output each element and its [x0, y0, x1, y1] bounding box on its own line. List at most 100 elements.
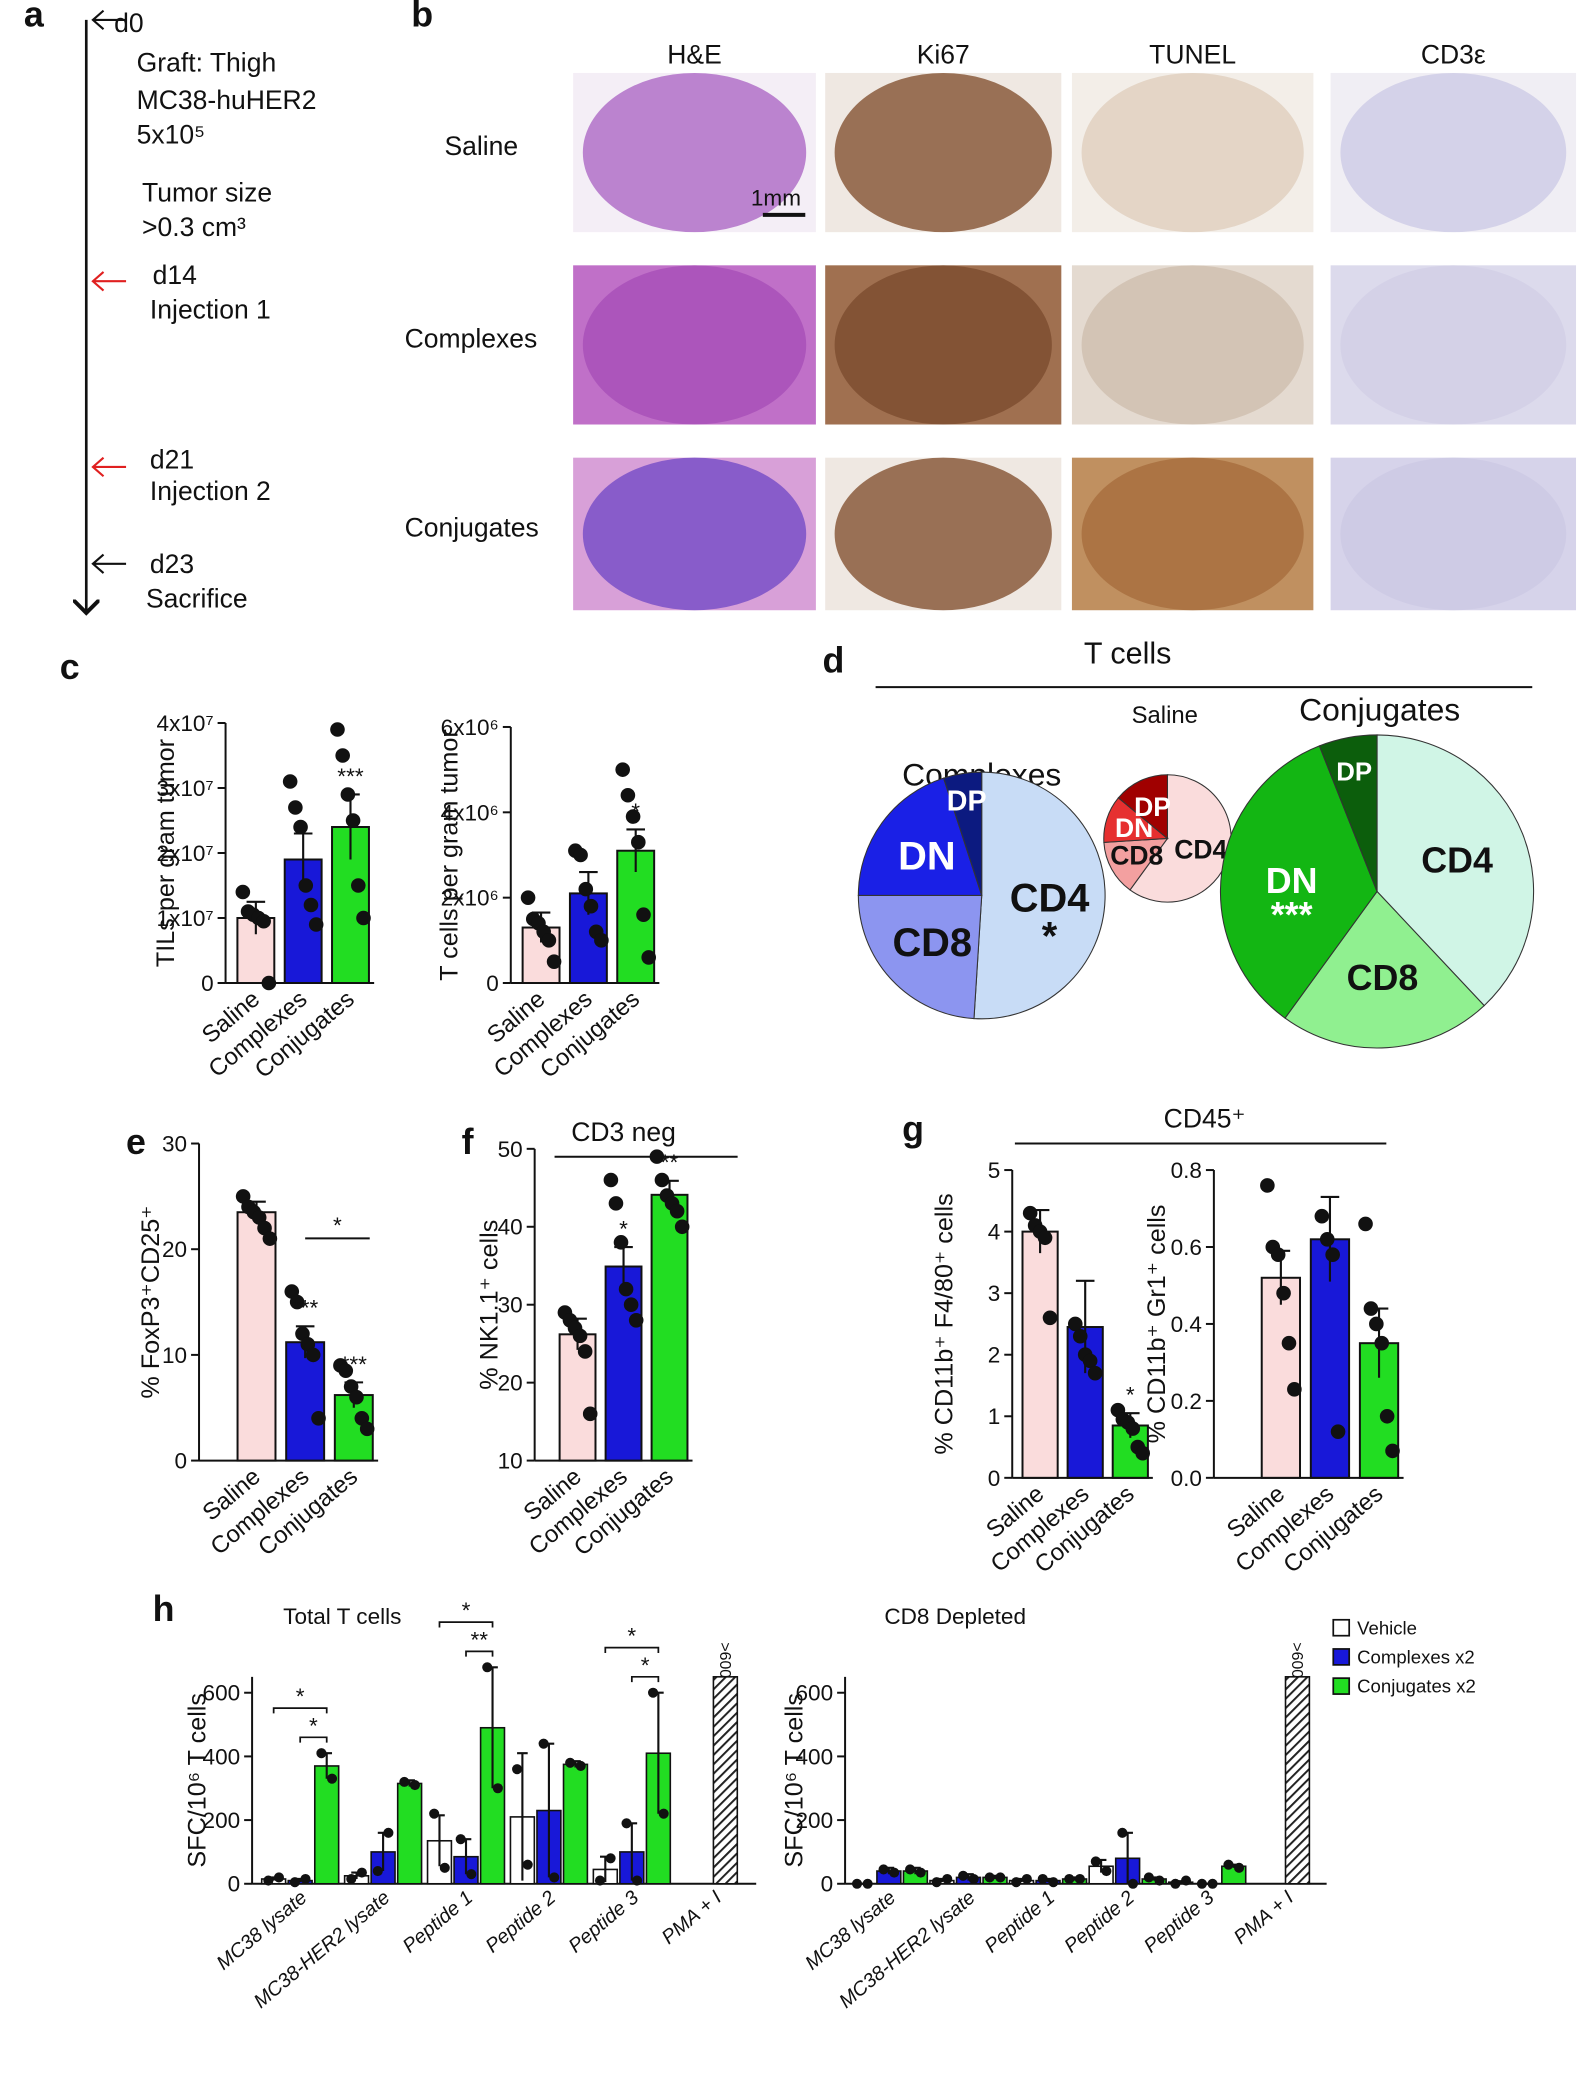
- data-point: [429, 1808, 440, 1819]
- histology-tissue: [834, 265, 1052, 425]
- pie-slice: [857, 894, 983, 1020]
- timeline-text: Injection 1: [150, 294, 271, 324]
- y-axis-label: SFC/10⁶ T cells: [184, 1693, 212, 1868]
- significance: *: [1126, 1383, 1135, 1408]
- bar: [1021, 1230, 1059, 1479]
- significance: *: [462, 1598, 471, 1623]
- data-point: [618, 1281, 634, 1297]
- data-point: [263, 1875, 274, 1886]
- data-point: [605, 1853, 616, 1864]
- data-point: [1072, 1328, 1088, 1344]
- data-point: [968, 1873, 979, 1885]
- data-point: [273, 1872, 285, 1883]
- pie-label: DN: [1266, 861, 1318, 901]
- data-point: [289, 1877, 300, 1888]
- pie-label: CD4: [1174, 835, 1227, 865]
- data-point: [608, 1196, 624, 1211]
- data-point: [520, 890, 536, 905]
- column-header: CD3ε: [1421, 40, 1486, 70]
- data-point: [350, 878, 366, 893]
- data-point: [658, 1808, 669, 1819]
- pie-slice: [1117, 774, 1168, 840]
- data-point: [549, 1872, 560, 1883]
- data-point: [1385, 1443, 1400, 1459]
- data-point: [1260, 1178, 1275, 1193]
- pie-slice: [942, 771, 983, 896]
- bar: [604, 1265, 643, 1462]
- significance: ***: [292, 1296, 319, 1321]
- data-point: [1358, 1216, 1373, 1232]
- data-point: [383, 1827, 394, 1838]
- significance: *: [619, 1216, 628, 1241]
- timeline-arrow: [91, 456, 127, 478]
- data-point: [1325, 1247, 1340, 1262]
- timeline-text: Sacrifice: [146, 584, 248, 614]
- timeline-text: d14: [153, 260, 197, 290]
- data-point: [316, 1748, 327, 1759]
- pie-title: Conjugates: [1299, 691, 1460, 727]
- y-tick-label: 4: [988, 1220, 1001, 1245]
- column-header: Ki67: [917, 40, 970, 70]
- data-point: [311, 1411, 326, 1426]
- significance: ***: [337, 764, 364, 789]
- data-point: [572, 1328, 588, 1344]
- data-point: [889, 1867, 900, 1878]
- panel-label: b: [411, 0, 433, 35]
- data-point: [1379, 1408, 1395, 1424]
- x-tick-label: Peptide 1: [981, 1887, 1059, 1958]
- error-bar: [517, 1752, 528, 1881]
- y-axis-label: % CD11b⁺ F4/80⁺ cells: [931, 1193, 959, 1454]
- y-tick-label: 0.4: [1171, 1312, 1202, 1337]
- data-point: [356, 1867, 367, 1878]
- y-tick-label: 2: [988, 1343, 1001, 1368]
- data-point: [1143, 1872, 1154, 1883]
- data-point: [905, 1864, 916, 1875]
- y-tick-label: 0.8: [1171, 1158, 1202, 1183]
- data-point: [1125, 1421, 1141, 1436]
- data-point: [631, 834, 646, 850]
- data-point: [1270, 1247, 1286, 1262]
- y-axis-label: T cells per gram tumor: [436, 729, 464, 980]
- histology-tissue: [1340, 72, 1567, 233]
- x-tick-label: Peptide 2: [1060, 1887, 1138, 1958]
- y-tick-label: 4x10⁷: [157, 711, 214, 736]
- pie-label: CD8: [892, 921, 972, 965]
- x-tick-label: Peptide 2: [482, 1887, 560, 1958]
- significance: *: [641, 1653, 650, 1678]
- legend-swatch: [1332, 1677, 1351, 1695]
- data-point: [1074, 1873, 1085, 1885]
- data-point: [1037, 1873, 1048, 1885]
- significance-bracket: [604, 1646, 660, 1653]
- data-point: [298, 878, 314, 893]
- y-axis-label: % FoxP3⁺CD25⁺: [137, 1205, 165, 1398]
- data-point: [1319, 1232, 1335, 1247]
- timeline-text: Injection 2: [150, 476, 271, 506]
- data-point: [282, 774, 298, 789]
- y-tick-label: 0.0: [1171, 1466, 1202, 1491]
- x-tick-label: Peptide 3: [565, 1887, 643, 1958]
- data-point: [654, 1172, 670, 1188]
- data-point: [1330, 1424, 1346, 1439]
- histology-tissue: [582, 265, 807, 425]
- y-tick-label: 4x10⁶: [441, 800, 499, 825]
- y-tick-label: 0.6: [1171, 1235, 1202, 1260]
- data-point: [1276, 1285, 1291, 1301]
- data-point: [338, 1363, 354, 1379]
- bar: [313, 1765, 340, 1885]
- timeline-text: d21: [150, 444, 194, 474]
- histology-tissue: [582, 457, 807, 611]
- data-point: [942, 1873, 953, 1885]
- off-scale-label: >600: [1288, 1642, 1305, 1678]
- data-point: [594, 1875, 606, 1886]
- data-point: [1180, 1875, 1192, 1886]
- significance: *: [309, 1713, 318, 1738]
- data-point: [409, 1780, 420, 1791]
- data-point: [578, 881, 594, 897]
- data-point: [1196, 1878, 1207, 1889]
- data-point: [1011, 1877, 1022, 1888]
- timeline-text: Tumor size: [142, 178, 272, 208]
- data-point: [1363, 1301, 1379, 1316]
- y-tick-label: 20: [498, 1371, 523, 1396]
- data-point: [1021, 1873, 1032, 1885]
